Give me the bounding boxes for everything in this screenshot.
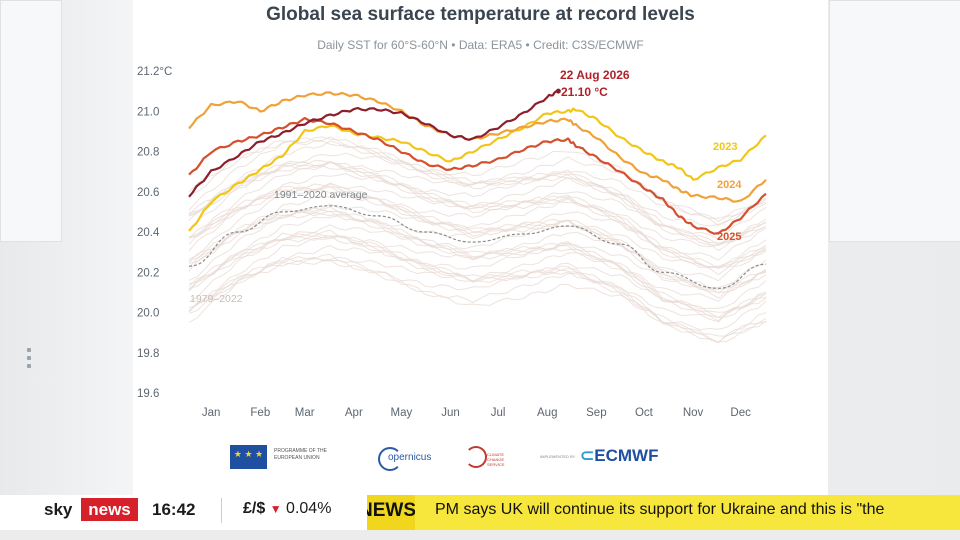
sst-line-chart: 21.2°C 21.0 20.8 20.6 20.4 20.2 20.0 19.8 19.6 Ja… [137, 66, 767, 419]
ecmwf-logo: ⊂ECMWF [580, 446, 658, 466]
historical-year-line [188, 136, 767, 222]
x-tick-label: Jan [202, 407, 221, 419]
historical-year-line [188, 259, 767, 343]
y-tick-label: 21.2°C [137, 66, 172, 78]
historical-range-label: 1979–2022 [190, 293, 243, 305]
y-tick-label: 20.2 [137, 267, 159, 279]
copernicus-text: opernicus [388, 452, 432, 463]
y-tick-label: 19.6 [137, 388, 159, 400]
historical-year-line [188, 207, 767, 294]
background-dots [27, 348, 33, 372]
sky-logo-text: sky [44, 500, 73, 519]
y-tick-label: 20.4 [137, 227, 160, 239]
y-tick-label: 20.6 [137, 187, 159, 199]
series-line-2026 [188, 90, 559, 198]
x-tick-label: Nov [683, 407, 704, 419]
y-tick-label: 21.0 [137, 106, 159, 118]
news-label: NEWS [367, 500, 415, 521]
historical-year-line [188, 256, 767, 343]
annotation-value: 21.10 °C [561, 85, 608, 99]
historical-year-line [188, 183, 767, 269]
historical-year-line [188, 161, 767, 244]
eu-flag-icon: ★ ★ ★ [230, 445, 267, 469]
copernicus-logo: opernicus [378, 445, 442, 471]
x-tick-label: Aug [537, 407, 557, 419]
ticker-bottom-strip [0, 530, 960, 540]
historical-year-line [188, 140, 767, 227]
down-arrow-icon: ▼ [269, 502, 282, 516]
historical-year-line [188, 185, 767, 269]
background-panel-right [829, 0, 960, 242]
historical-year-line [188, 188, 767, 276]
x-tick-label: Dec [730, 407, 751, 419]
historical-year-line [188, 224, 767, 310]
climate-ring-icon [465, 446, 487, 468]
historical-year-line [188, 164, 767, 252]
x-tick-label: Apr [345, 407, 363, 419]
historical-year-line [188, 161, 767, 248]
news-label-block: NEWS [367, 495, 415, 530]
historical-year-line [188, 194, 767, 282]
series-label-2023: 2023 [713, 141, 737, 153]
historical-year-line [188, 236, 767, 323]
chart-subtitle: Daily SST for 60°S-60°N • Data: ERA5 • C… [317, 38, 644, 52]
implemented-by-text: IMPLEMENTED BY [540, 454, 576, 459]
partner-logos: ★ ★ ★ PROGRAMME OF THE EUROPEAN UNION op… [230, 441, 790, 473]
eu-programme-text: PROGRAMME OF THE EUROPEAN UNION [274, 448, 327, 461]
historical-year-line [188, 235, 767, 318]
climate-service-logo: CLIMATE CHANGE SERVICE [465, 444, 525, 470]
market-change: 0.04% [286, 500, 332, 517]
headline-strip: PM says UK will continue its support for… [415, 495, 960, 530]
series-line-2025 [188, 116, 767, 235]
headline-text: PM says UK will continue its support for… [435, 501, 885, 518]
historical-year-line [188, 231, 767, 319]
series-line-2024 [188, 91, 767, 203]
background-panel-left [0, 0, 62, 242]
latest-point-marker [555, 88, 561, 94]
chart-title: Global sea surface temperature at record… [266, 4, 695, 25]
historical-year-line [188, 140, 767, 227]
series-label-2025: 2025 [717, 231, 741, 243]
climate-service-text: CLIMATE CHANGE SERVICE [487, 452, 505, 467]
market-indicator: £/$ ▼ 0.04% [243, 500, 331, 518]
historical-year-line [188, 152, 767, 241]
y-tick-label: 20.0 [137, 308, 159, 320]
historical-year-line [188, 173, 767, 261]
series-label-2024: 2024 [717, 179, 742, 191]
x-tick-label: Jun [441, 407, 460, 419]
chart-card: Global sea surface temperature at record… [133, 0, 828, 495]
historical-year-line [188, 203, 767, 289]
x-tick-label: Jul [491, 407, 506, 419]
x-tick-label: Mar [295, 407, 315, 419]
x-tick-label: Sep [586, 407, 606, 419]
historical-year-line [188, 244, 767, 331]
ecmwf-mark-icon: ⊂ [580, 446, 595, 465]
copernicus-ring-icon [378, 447, 402, 471]
market-label: £/$ [243, 500, 266, 517]
clock: 16:42 [152, 500, 196, 519]
annotation-date: 22 Aug 2026 [560, 68, 630, 82]
y-tick-label: 20.8 [137, 147, 159, 159]
y-tick-label: 19.8 [137, 348, 159, 360]
average-label: 1991–2020 average [274, 189, 368, 201]
news-logo-box: news [81, 498, 138, 521]
historical-year-line [188, 206, 767, 290]
historical-year-line [188, 183, 767, 270]
x-tick-label: Oct [635, 407, 654, 419]
average-line [188, 205, 767, 289]
x-tick-label: Feb [250, 407, 270, 419]
series-line-2023 [188, 107, 767, 232]
historical-year-line [188, 212, 767, 299]
ecmwf-text: ECMWF [594, 446, 659, 465]
ticker-separator [221, 498, 222, 523]
x-tick-label: May [391, 407, 413, 419]
